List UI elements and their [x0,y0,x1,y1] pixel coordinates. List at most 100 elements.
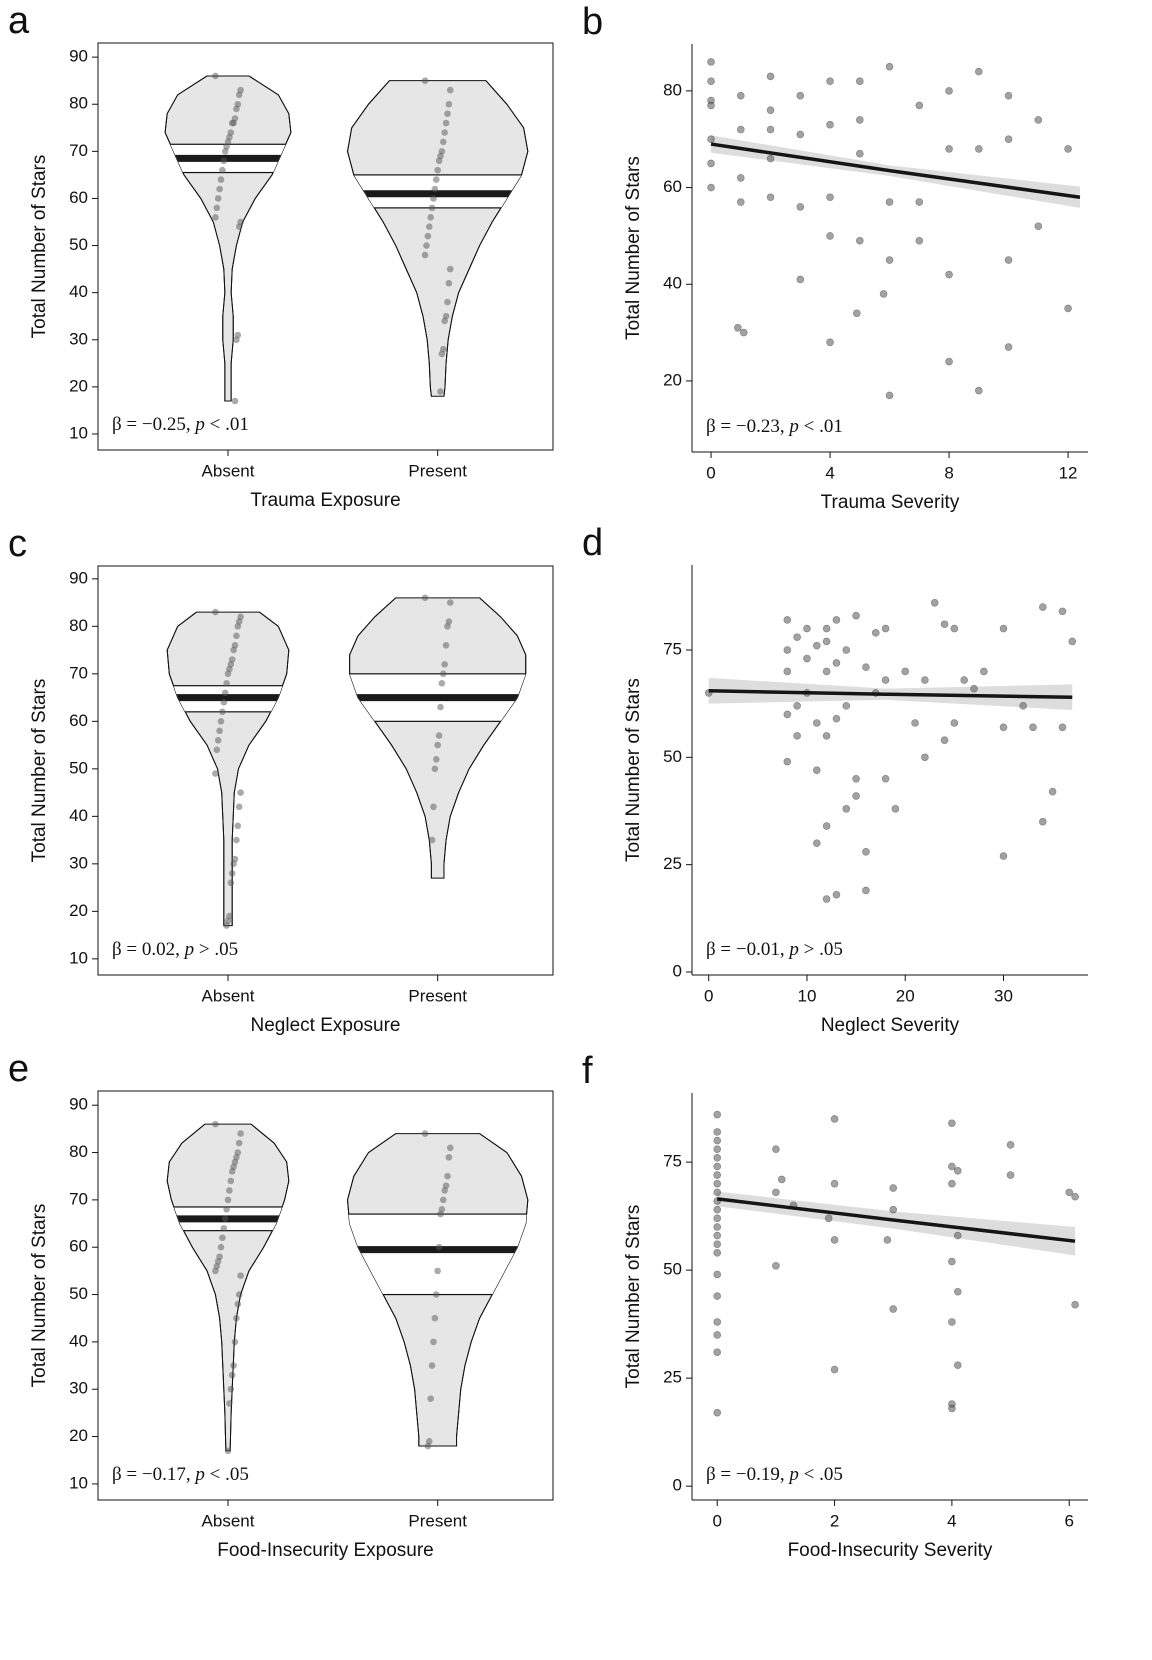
data-point [1071,1300,1079,1309]
violin-outline-left [166,611,225,926]
data-point [826,232,834,240]
data-point [883,1236,892,1244]
x-axis-label: Food-Insecurity Severity [788,1540,993,1561]
plot-frame [97,1090,554,1501]
y-tick-label: 50 [69,758,88,777]
data-point [783,710,792,719]
violin-outline-left [164,75,226,402]
y-tick-label: 50 [663,747,682,766]
x-tick-label: Absent [202,986,255,1005]
data-point [214,737,222,744]
data-point [234,822,242,830]
data-point [921,753,929,762]
data-point [915,198,924,206]
data-point [438,680,446,687]
data-point [930,598,939,607]
y-tick-label: 90 [69,1095,88,1114]
plot-frame [97,42,554,451]
data-point [446,265,454,273]
data-point [796,130,805,139]
data-point [223,680,230,687]
data-point [842,646,851,654]
data-point [713,1154,722,1162]
data-point [856,77,864,86]
violin-outline-right [230,75,292,402]
y-tick-label: 90 [69,568,88,587]
data-point [945,270,953,279]
y-tick-label: 60 [69,1237,88,1256]
y-tick-label: 50 [663,1260,682,1279]
y-axis-label: Total Number of Stars [623,1205,644,1389]
x-axis-label: Food-Insecurity Exposure [217,1540,434,1561]
data-point [856,149,864,158]
data-point [889,1184,898,1192]
panel-label: d [582,522,603,564]
data-point [432,1291,440,1298]
x-axis-label: Neglect Exposure [251,1015,401,1036]
data-point [431,185,439,193]
data-point [444,298,451,306]
y-tick-label: 25 [663,1368,682,1387]
data-point [435,157,443,165]
data-point [226,1400,233,1407]
annotation-part: < .05 [799,1464,843,1485]
y-tick-label: 10 [69,423,88,442]
data-point [772,1145,780,1153]
data-point [1019,702,1027,710]
data-point [421,1130,429,1137]
x-tick-label: Absent [202,1511,255,1530]
annotation-part: β = −0.23, [706,416,789,437]
data-point [237,789,244,796]
data-point [856,116,864,124]
annotation-part: p [787,416,799,437]
data-point [713,1128,722,1136]
x-tick-label: 0 [712,1511,721,1530]
data-point [736,125,745,134]
data-point [713,1136,722,1145]
annotation: β = −0.17, p < .05 [112,1464,249,1485]
data-point [999,723,1008,732]
data-point [1006,1171,1015,1179]
data-point [227,1385,235,1393]
annotation-part: p [787,939,799,960]
data-point [739,328,748,337]
x-axis-label: Trauma Severity [821,492,960,513]
data-point [1038,603,1047,611]
data-point [953,1287,962,1296]
data-point [822,895,831,903]
data-point [1004,343,1013,351]
y-tick-label: 40 [69,806,88,825]
data-point [856,236,864,245]
plot-frame [97,565,554,976]
data-point [219,166,226,174]
y-axis-label: Total Number of Stars [623,156,644,340]
data-point [230,860,237,868]
data-point [826,193,834,202]
data-point [1004,135,1013,144]
data-point [1004,91,1013,100]
data-point [812,641,821,650]
data-point [219,1234,226,1242]
data-point [881,775,890,783]
data-point [216,727,223,735]
data-point [230,1362,237,1369]
data-point [1048,787,1057,796]
data-point [960,676,968,684]
data-point [713,1162,722,1171]
data-point [713,1188,722,1197]
data-point [945,145,953,153]
data-point [783,667,792,676]
x-tick-label: 12 [1059,463,1078,482]
y-tick-label: 20 [69,376,88,395]
data-point [713,1408,722,1417]
data-point [444,110,451,117]
data-point [713,1331,722,1339]
y-tick-label: 60 [663,177,682,196]
data-point [437,388,444,395]
data-point [948,1179,956,1188]
data-point [430,195,437,202]
data-point [434,166,441,174]
data-point [235,223,243,231]
data-point [1071,1192,1079,1201]
